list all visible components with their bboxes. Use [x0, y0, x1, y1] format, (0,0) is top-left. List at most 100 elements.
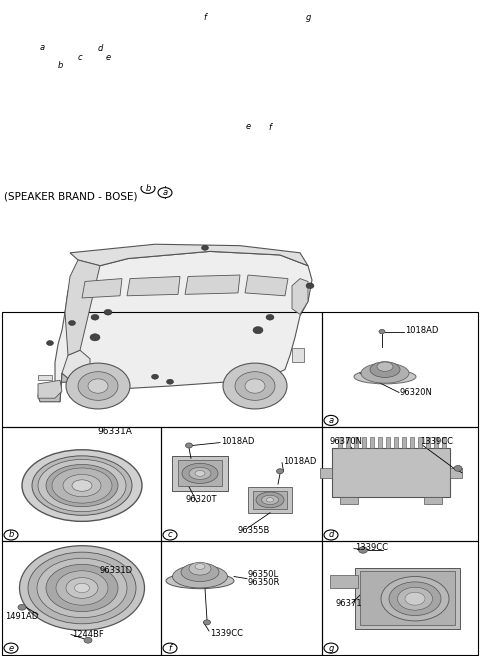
Ellipse shape: [377, 362, 393, 371]
Text: 1018AD: 1018AD: [221, 437, 254, 445]
Circle shape: [235, 372, 275, 400]
Bar: [161, 427, 322, 541]
Ellipse shape: [189, 467, 211, 480]
Ellipse shape: [52, 468, 112, 503]
Polygon shape: [55, 251, 312, 401]
Bar: [346, 437, 350, 448]
Bar: [332, 448, 450, 497]
Circle shape: [163, 643, 177, 653]
Ellipse shape: [389, 582, 441, 615]
Bar: [322, 427, 478, 541]
Bar: [292, 348, 304, 362]
Text: 96355B: 96355B: [238, 526, 270, 535]
Text: (SPEAKER BRAND - BOSE): (SPEAKER BRAND - BOSE): [4, 192, 137, 202]
Polygon shape: [62, 350, 90, 388]
Circle shape: [104, 310, 112, 315]
Text: 96320N: 96320N: [400, 388, 433, 397]
Bar: [354, 437, 358, 448]
Bar: [360, 571, 455, 625]
Circle shape: [73, 52, 87, 62]
Polygon shape: [245, 275, 288, 296]
Ellipse shape: [56, 571, 108, 605]
Ellipse shape: [266, 498, 274, 502]
Bar: [340, 497, 358, 504]
Bar: [320, 468, 332, 478]
Bar: [410, 437, 414, 448]
Ellipse shape: [256, 492, 284, 508]
Circle shape: [379, 329, 385, 334]
Circle shape: [141, 184, 155, 194]
Circle shape: [185, 443, 192, 448]
Circle shape: [454, 466, 462, 471]
Text: e: e: [106, 53, 110, 62]
Circle shape: [158, 188, 172, 197]
Text: e: e: [9, 644, 13, 653]
Polygon shape: [70, 244, 308, 266]
Ellipse shape: [46, 464, 118, 506]
Text: 96350R: 96350R: [248, 579, 280, 588]
Circle shape: [167, 379, 173, 384]
Circle shape: [88, 379, 108, 393]
Bar: [426, 437, 430, 448]
Bar: [248, 487, 292, 513]
Text: b: b: [8, 531, 14, 539]
Circle shape: [324, 415, 338, 425]
Ellipse shape: [381, 577, 449, 621]
Ellipse shape: [397, 587, 432, 610]
Ellipse shape: [195, 470, 205, 476]
Text: 96331A: 96331A: [97, 426, 132, 436]
Ellipse shape: [66, 577, 98, 598]
Circle shape: [101, 52, 115, 62]
Ellipse shape: [189, 562, 211, 575]
Text: a: a: [162, 188, 168, 197]
Ellipse shape: [72, 480, 92, 491]
Text: f: f: [204, 12, 206, 22]
Text: f: f: [168, 644, 171, 653]
Polygon shape: [185, 275, 240, 295]
Bar: [386, 437, 390, 448]
Circle shape: [84, 638, 92, 643]
Circle shape: [266, 314, 274, 320]
Text: b: b: [145, 184, 151, 193]
Ellipse shape: [74, 583, 89, 592]
Bar: [424, 497, 442, 504]
Text: 1339CC: 1339CC: [355, 543, 388, 552]
Circle shape: [4, 643, 18, 653]
Bar: [178, 461, 222, 486]
Circle shape: [35, 42, 49, 52]
Circle shape: [4, 530, 18, 540]
Circle shape: [202, 245, 208, 251]
Circle shape: [47, 340, 53, 346]
Ellipse shape: [262, 495, 278, 504]
Text: c: c: [168, 531, 172, 539]
Text: a: a: [39, 43, 45, 52]
Ellipse shape: [46, 564, 118, 611]
Ellipse shape: [38, 459, 126, 512]
Bar: [2, 427, 161, 541]
Ellipse shape: [181, 563, 219, 581]
Text: 96320T: 96320T: [185, 495, 216, 504]
Circle shape: [66, 363, 130, 409]
Bar: [434, 437, 438, 448]
Ellipse shape: [195, 564, 205, 569]
Circle shape: [324, 643, 338, 653]
Text: g: g: [305, 12, 311, 22]
Polygon shape: [38, 380, 62, 398]
Bar: [338, 437, 342, 448]
Text: 1339CC: 1339CC: [210, 628, 243, 638]
Text: 1491AD: 1491AD: [5, 612, 38, 621]
Text: d: d: [328, 531, 334, 539]
Circle shape: [198, 12, 212, 22]
Circle shape: [223, 363, 287, 409]
Circle shape: [69, 321, 75, 325]
Ellipse shape: [37, 558, 127, 618]
Ellipse shape: [63, 474, 101, 497]
Bar: [394, 437, 398, 448]
Text: d: d: [97, 44, 103, 53]
Circle shape: [152, 374, 158, 379]
Ellipse shape: [354, 369, 416, 384]
Bar: [172, 456, 228, 491]
Ellipse shape: [361, 363, 409, 383]
Polygon shape: [65, 260, 100, 356]
Ellipse shape: [28, 552, 136, 624]
